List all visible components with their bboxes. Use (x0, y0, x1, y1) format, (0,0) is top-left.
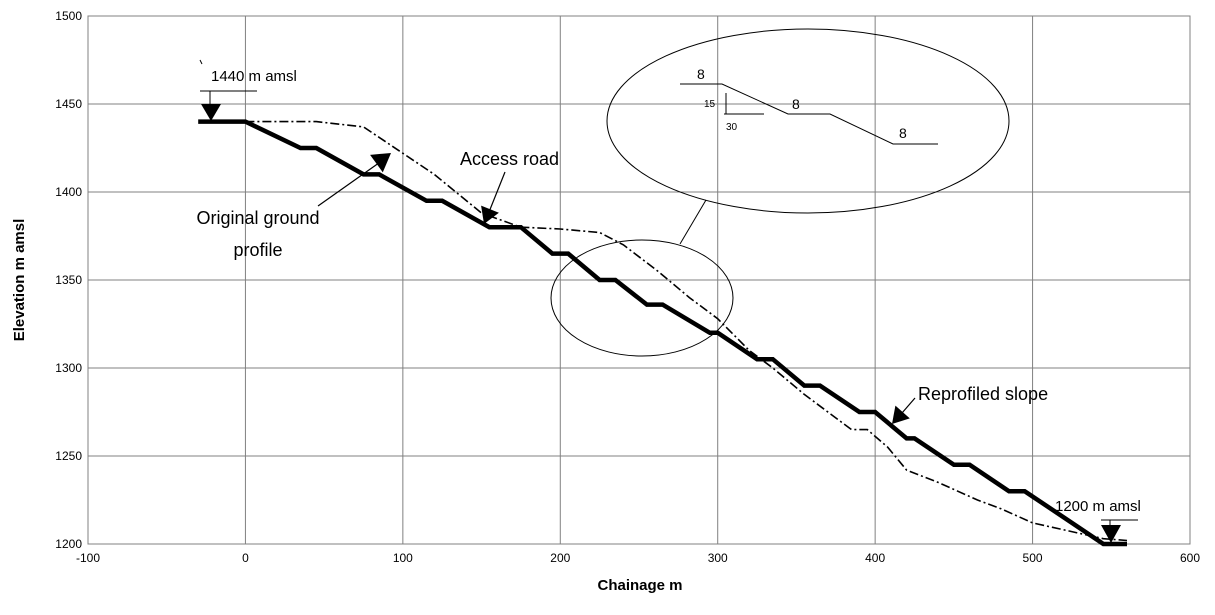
inset-bench-width-label-3: 8 (899, 125, 907, 141)
reprofiled-slope-arrowhead (892, 405, 910, 424)
y-tick-label: 1500 (55, 9, 82, 23)
y-tick-label: 1200 (55, 537, 82, 551)
x-tick-label: 200 (550, 551, 570, 565)
x-axis-title: Chainage m (597, 577, 682, 594)
marker-1440-triangle (201, 104, 221, 121)
original-ground-arrowhead (370, 153, 391, 173)
label-reprofiled-slope: Reprofiled slope (918, 384, 1048, 404)
inset-bench-width-label-1: 8 (697, 66, 705, 82)
x-tick-labels: -100 0 100 200 300 400 500 600 (76, 551, 1200, 565)
label-access-road: Access road (460, 149, 559, 169)
x-tick-label: -100 (76, 551, 100, 565)
inset-run-label: 30 (726, 122, 738, 133)
inset-bench-profile (680, 83, 938, 145)
y-tick-label: 1400 (55, 185, 82, 199)
label-1440-amsl: 1440 m amsl (211, 68, 297, 85)
detail-inset: 8 15 30 8 8 (550, 28, 1010, 357)
reprofiled-slope-line (198, 119, 1127, 547)
y-tick-label: 1350 (55, 273, 82, 287)
inset-detail-ellipse (606, 28, 1010, 214)
x-tick-label: 300 (708, 551, 728, 565)
reprofiled-slope-leader (901, 397, 916, 414)
x-tick-label: 100 (393, 551, 413, 565)
inset-bench-width-label-2: 8 (792, 96, 800, 112)
x-tick-label: 500 (1023, 551, 1043, 565)
original-ground-line (245, 120, 1128, 542)
y-tick-label: 1250 (55, 449, 82, 463)
series-lines (198, 119, 1128, 547)
inset-callout-circle (550, 239, 734, 357)
access-road-leader (488, 171, 506, 213)
y-tick-label: 1300 (55, 361, 82, 375)
original-ground-leader (317, 159, 384, 207)
plot-area-border (87, 15, 1191, 545)
y-tick-labels: 1200 1250 1300 1350 1400 1450 1500 (55, 9, 82, 551)
label-1200-amsl: 1200 m amsl (1055, 498, 1141, 515)
marker-1200-triangle (1101, 525, 1121, 543)
grid-lines (88, 16, 1190, 544)
x-tick-label: 400 (865, 551, 885, 565)
access-road-arrowhead (481, 205, 499, 224)
y-axis-title: Elevation m amsl (11, 219, 28, 342)
x-tick-label: 0 (242, 551, 249, 565)
label-original-ground-line-2: profile (233, 240, 282, 260)
inset-rise-label: 15 (704, 99, 716, 110)
inset-leader-line (679, 199, 707, 245)
stray-tick-mark (199, 59, 203, 65)
y-tick-label: 1450 (55, 97, 82, 111)
x-tick-label: 600 (1180, 551, 1200, 565)
annotations: 1440 m amsl Original ground profile Access … (196, 59, 1141, 543)
label-original-ground-line-1: Original ground (196, 208, 319, 228)
